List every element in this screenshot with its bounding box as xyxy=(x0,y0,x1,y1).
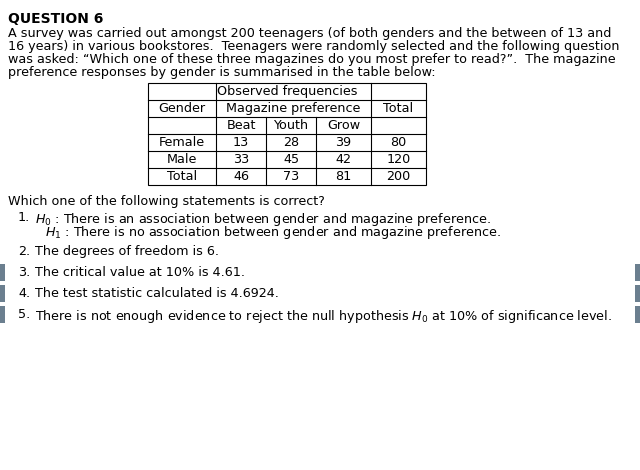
Text: $H_1$ : There is no association between gender and magazine preference.: $H_1$ : There is no association between … xyxy=(45,224,501,241)
Bar xyxy=(635,285,640,302)
Text: 120: 120 xyxy=(387,153,411,166)
Text: Observed frequencies: Observed frequencies xyxy=(217,85,357,98)
Text: 45: 45 xyxy=(283,153,299,166)
Text: The degrees of freedom is 6.: The degrees of freedom is 6. xyxy=(35,245,219,258)
Text: Youth: Youth xyxy=(273,119,308,132)
Text: Beat: Beat xyxy=(227,119,256,132)
Text: 80: 80 xyxy=(390,136,406,149)
Text: preference responses by gender is summarised in the table below:: preference responses by gender is summar… xyxy=(8,66,436,79)
Text: 13: 13 xyxy=(233,136,249,149)
Text: The critical value at 10% is 4.61.: The critical value at 10% is 4.61. xyxy=(35,266,245,279)
Text: 33: 33 xyxy=(233,153,249,166)
Text: 3.: 3. xyxy=(18,266,30,279)
Text: $H_0$ : There is an association between gender and magazine preference.: $H_0$ : There is an association between … xyxy=(35,211,491,228)
Text: 42: 42 xyxy=(335,153,351,166)
Bar xyxy=(0,306,5,323)
Text: Gender: Gender xyxy=(159,102,205,115)
Bar xyxy=(635,306,640,323)
Text: 81: 81 xyxy=(335,170,351,183)
Text: There is not enough evidence to reject the null hypothesis $H_0$ at 10% of signi: There is not enough evidence to reject t… xyxy=(35,308,612,325)
Text: QUESTION 6: QUESTION 6 xyxy=(8,12,104,26)
Text: 39: 39 xyxy=(335,136,351,149)
Text: 46: 46 xyxy=(233,170,249,183)
Bar xyxy=(148,83,426,185)
Text: Which one of the following statements is correct?: Which one of the following statements is… xyxy=(8,195,325,208)
Bar xyxy=(0,285,5,302)
Text: Grow: Grow xyxy=(327,119,360,132)
Text: 2.: 2. xyxy=(18,245,30,258)
Text: Female: Female xyxy=(159,136,205,149)
Text: 16 years) in various bookstores.  Teenagers were randomly selected and the follo: 16 years) in various bookstores. Teenage… xyxy=(8,40,620,53)
Bar xyxy=(0,264,5,281)
Text: The test statistic calculated is 4.6924.: The test statistic calculated is 4.6924. xyxy=(35,287,279,300)
Text: was asked: “Which one of these three magazines do you most prefer to read?”.  Th: was asked: “Which one of these three mag… xyxy=(8,53,616,66)
Text: 200: 200 xyxy=(387,170,411,183)
Text: 28: 28 xyxy=(283,136,299,149)
Bar xyxy=(635,264,640,281)
Text: Total: Total xyxy=(167,170,197,183)
Text: A survey was carried out amongst 200 teenagers (of both genders and the between : A survey was carried out amongst 200 tee… xyxy=(8,27,611,40)
Text: Total: Total xyxy=(383,102,413,115)
Text: 73: 73 xyxy=(283,170,299,183)
Text: 5.: 5. xyxy=(18,308,30,321)
Text: 4.: 4. xyxy=(18,287,30,300)
Text: Male: Male xyxy=(167,153,197,166)
Text: Magazine preference: Magazine preference xyxy=(227,102,361,115)
Text: 1.: 1. xyxy=(18,211,30,224)
